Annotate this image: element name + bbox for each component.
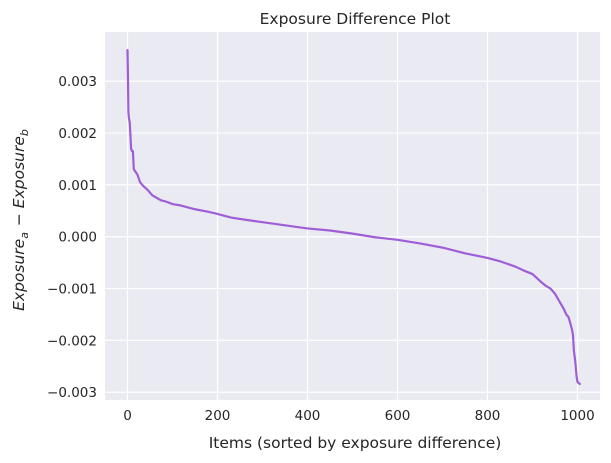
y-tick-labels: −0.003 −0.002 −0.001 0.000 0.001 0.002 0.003 (47, 74, 97, 401)
y-tick-label: 0.000 (58, 230, 97, 246)
x-tick-label: 1000 (560, 408, 594, 424)
y-axis-label: Exposurea − Exposureb (10, 129, 31, 311)
y-axis-label-sub2: b (18, 129, 31, 136)
grid (105, 32, 600, 400)
x-tick-label: 0 (123, 408, 132, 424)
y-axis-label-part1: Exposure (10, 239, 28, 311)
series-line (126, 49, 581, 386)
x-tick-labels: 0 200 400 600 800 1000 (123, 408, 594, 424)
y-axis-label-part2: Exposure (10, 136, 28, 208)
x-axis-label: Items (sorted by exposure difference) (209, 434, 502, 452)
y-tick-label: −0.003 (47, 385, 97, 401)
x-tick-label: 200 (205, 408, 231, 424)
y-tick-label: 0.001 (58, 178, 97, 194)
x-tick-label: 800 (475, 408, 501, 424)
series-layer (126, 49, 581, 386)
x-tick-label: 600 (385, 408, 411, 424)
plot-area (105, 32, 600, 400)
y-axis-label-sub1: a (18, 232, 31, 239)
chart-title: Exposure Difference Plot (260, 10, 451, 28)
plot-background (105, 32, 600, 400)
x-tick-label: 400 (295, 408, 321, 424)
y-tick-label: −0.002 (47, 333, 97, 349)
y-tick-label: −0.001 (47, 282, 97, 298)
y-tick-label: 0.003 (58, 74, 97, 90)
y-tick-label: 0.002 (58, 126, 97, 142)
y-axis-label-minus: − (10, 208, 28, 231)
